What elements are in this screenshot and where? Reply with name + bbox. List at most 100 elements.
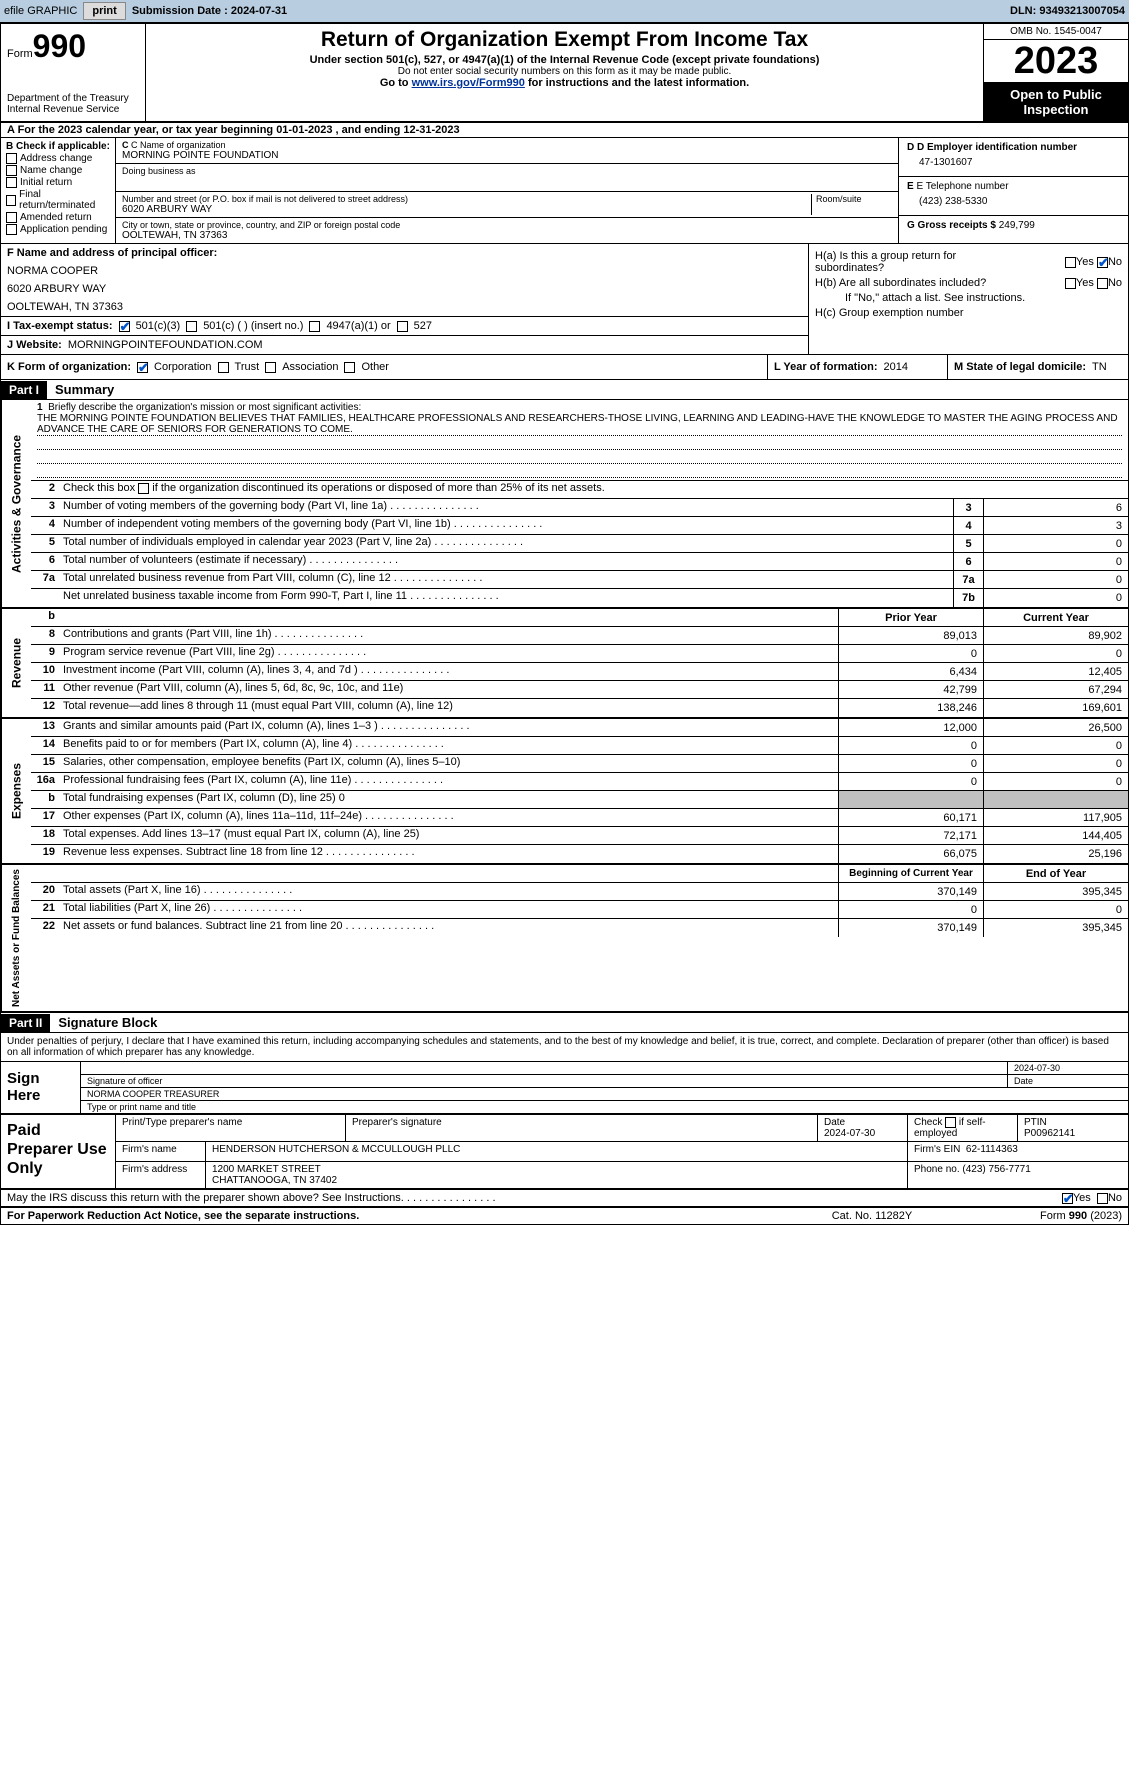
- chk-527[interactable]: [397, 321, 408, 332]
- hb-note: If "No," attach a list. See instructions…: [815, 292, 1122, 304]
- chk-name[interactable]: [6, 165, 17, 176]
- chk-address[interactable]: [6, 153, 17, 164]
- l22-desc: Net assets or fund balances. Subtract li…: [59, 919, 838, 937]
- l2-desc: Check this box if the organization disco…: [59, 481, 1128, 498]
- chk-self-emp[interactable]: [945, 1117, 956, 1128]
- l7a-val: 0: [983, 571, 1128, 588]
- dln: DLN: 93493213007054: [1010, 5, 1125, 17]
- l8-desc: Contributions and grants (Part VIII, lin…: [59, 627, 838, 644]
- chk-initial[interactable]: [6, 177, 17, 188]
- chk-assoc[interactable]: [265, 362, 276, 373]
- l9-desc: Program service revenue (Part VIII, line…: [59, 645, 838, 662]
- chk-hb-yes[interactable]: [1065, 278, 1076, 289]
- paid-date-lbl: Date: [824, 1117, 845, 1128]
- chk-4947[interactable]: [309, 321, 320, 332]
- hdr-end: End of Year: [983, 865, 1128, 882]
- l3-key: 3: [953, 499, 983, 516]
- l7b-desc: Net unrelated business taxable income fr…: [59, 589, 953, 607]
- chk-trust[interactable]: [218, 362, 229, 373]
- l12-p: 138,246: [838, 699, 983, 717]
- i-label: I Tax-exempt status:: [7, 320, 113, 332]
- room-label: Room/suite: [816, 194, 892, 204]
- l17-c: 117,905: [983, 809, 1128, 826]
- lbl-assoc: Association: [282, 361, 338, 373]
- k-label: K Form of organization:: [7, 361, 131, 373]
- chk-final[interactable]: [6, 195, 16, 206]
- l3-desc: Number of voting members of the governin…: [59, 499, 953, 516]
- row-fijh: F Name and address of principal officer:…: [1, 244, 1128, 355]
- chk-501c3[interactable]: [119, 321, 130, 332]
- chk-ha-yes[interactable]: [1065, 257, 1076, 268]
- chk-ha-no[interactable]: [1097, 257, 1108, 268]
- print-button[interactable]: print: [83, 2, 125, 20]
- addr-value: 6020 ARBURY WAY: [122, 204, 807, 215]
- form-subtitle-1: Under section 501(c), 527, or 4947(a)(1)…: [152, 54, 977, 66]
- chk-amended[interactable]: [6, 212, 17, 223]
- irs-discuss-row: May the IRS discuss this return with the…: [1, 1190, 1128, 1208]
- sig-date-val: 2024-07-30: [1008, 1062, 1128, 1074]
- lbl-yes2: Yes: [1076, 277, 1094, 289]
- officer-name-title: NORMA COOPER TREASURER: [81, 1088, 1128, 1100]
- irs-no: No: [1108, 1192, 1122, 1204]
- chk-hb-no[interactable]: [1097, 278, 1108, 289]
- l11-p: 42,799: [838, 681, 983, 698]
- form-subtitle-3: Go to www.irs.gov/Form990 for instructio…: [152, 77, 977, 89]
- chk-corp[interactable]: [137, 362, 148, 373]
- sign-here-label: Sign Here: [1, 1062, 81, 1113]
- lbl-501c3: 501(c)(3): [136, 320, 181, 332]
- l21-c: 0: [983, 901, 1128, 918]
- lbl-corp: Corporation: [154, 361, 211, 373]
- l18-c: 144,405: [983, 827, 1128, 844]
- ein-value: 47-1301607: [907, 153, 1120, 172]
- l12-c: 169,601: [983, 699, 1128, 717]
- hb-label: H(b) Are all subordinates included?: [815, 277, 986, 289]
- summary-net: Net Assets or Fund Balances Beginning of…: [1, 865, 1128, 1013]
- l14-c: 0: [983, 737, 1128, 754]
- ein-label: D D Employer identification number: [907, 142, 1120, 153]
- tax-year: 2023: [984, 40, 1128, 83]
- chk-501c[interactable]: [186, 321, 197, 332]
- self-emp: Check if self-employed: [908, 1115, 1018, 1141]
- chk-discontinued[interactable]: [138, 483, 149, 494]
- lbl-pending: Application pending: [20, 224, 107, 235]
- chk-irs-no[interactable]: [1097, 1193, 1108, 1204]
- chk-irs-yes[interactable]: [1062, 1193, 1073, 1204]
- l-value: 2014: [884, 361, 908, 373]
- part2-tag: Part II: [1, 1014, 50, 1032]
- l9-p: 0: [838, 645, 983, 662]
- j-label: J Website:: [7, 339, 62, 351]
- l14-desc: Benefits paid to or for members (Part IX…: [59, 737, 838, 754]
- lbl-other: Other: [361, 361, 389, 373]
- l10-c: 12,405: [983, 663, 1128, 680]
- lbl-527: 527: [414, 320, 432, 332]
- l13-c: 26,500: [983, 719, 1128, 736]
- sign-here-block: Sign Here 2024-07-30 Signature of office…: [1, 1062, 1128, 1115]
- l7b-val: 0: [983, 589, 1128, 607]
- l21-p: 0: [838, 901, 983, 918]
- dba-label: Doing business as: [122, 166, 892, 176]
- firm-ein: 62-1114363: [966, 1144, 1018, 1155]
- section-bcdeg: B Check if applicable: Address change Na…: [1, 138, 1128, 244]
- l20-p: 370,149: [838, 883, 983, 900]
- chk-pending[interactable]: [6, 224, 17, 235]
- l18-desc: Total expenses. Add lines 13–17 (must eq…: [59, 827, 838, 844]
- lbl-initial: Initial return: [20, 177, 72, 188]
- l10-p: 6,434: [838, 663, 983, 680]
- firm-addr: 1200 MARKET STREETCHATTANOOGA, TN 37402: [206, 1162, 908, 1188]
- l14-p: 0: [838, 737, 983, 754]
- part2-title: Signature Block: [50, 1013, 165, 1032]
- l16a-desc: Professional fundraising fees (Part IX, …: [59, 773, 838, 790]
- l4-key: 4: [953, 517, 983, 534]
- l-label: L Year of formation:: [774, 361, 878, 373]
- blank-line: [37, 436, 1122, 450]
- section-deg: D D Employer identification number 47-13…: [898, 138, 1128, 243]
- tel-value: (423) 238-5330: [907, 192, 1120, 211]
- vtab-revenue: Revenue: [1, 609, 31, 717]
- l4-desc: Number of independent voting members of …: [59, 517, 953, 534]
- row-klm: K Form of organization: Corporation Trus…: [1, 355, 1128, 380]
- chk-other[interactable]: [344, 362, 355, 373]
- l19-p: 66,075: [838, 845, 983, 863]
- irs-link[interactable]: www.irs.gov/Form990: [412, 77, 525, 89]
- tel-label: E E Telephone number: [907, 181, 1120, 192]
- row-a: A For the 2023 calendar year, or tax yea…: [1, 123, 1128, 138]
